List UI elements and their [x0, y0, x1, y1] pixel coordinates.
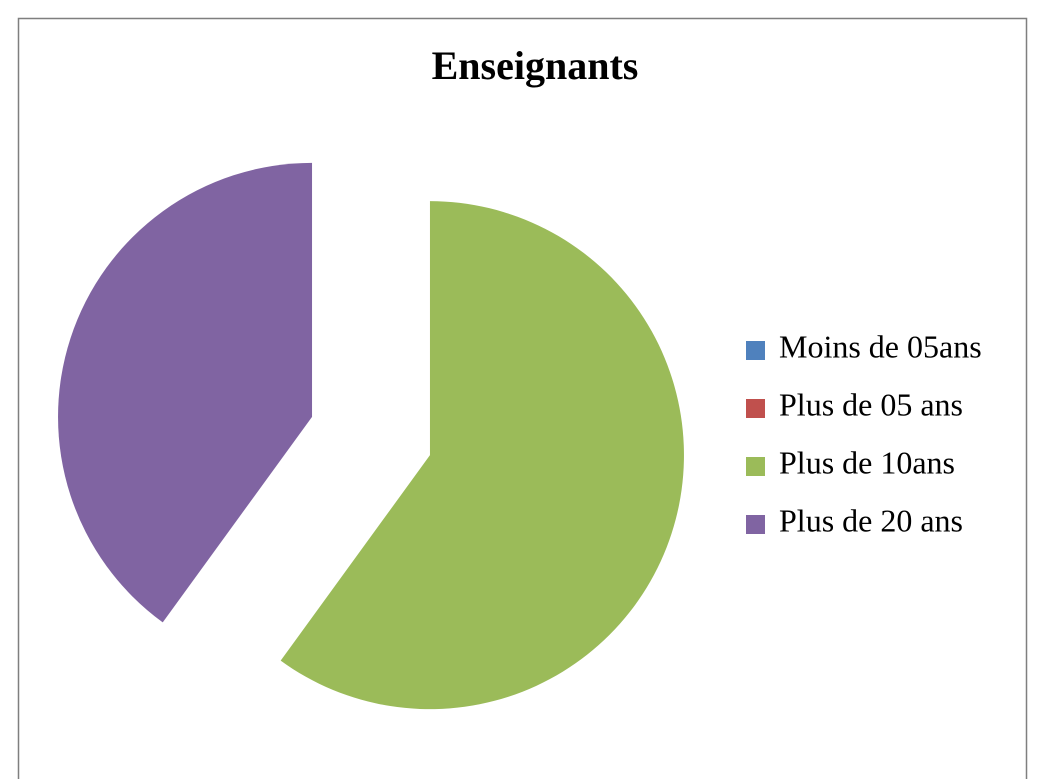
- legend-label: Plus de 05 ans: [779, 386, 963, 422]
- legend-swatch: [746, 515, 765, 534]
- legend-label: Plus de 10ans: [779, 444, 955, 480]
- legend-label: Plus de 20 ans: [779, 502, 963, 538]
- legend-swatch: [746, 457, 765, 476]
- legend-label: Moins de 05ans: [779, 328, 982, 364]
- pie-slice: [58, 162, 313, 623]
- legend-swatch: [746, 341, 765, 360]
- chart-title: Enseignants: [432, 43, 639, 88]
- legend-swatch: [746, 399, 765, 418]
- pie-slice: [280, 201, 684, 710]
